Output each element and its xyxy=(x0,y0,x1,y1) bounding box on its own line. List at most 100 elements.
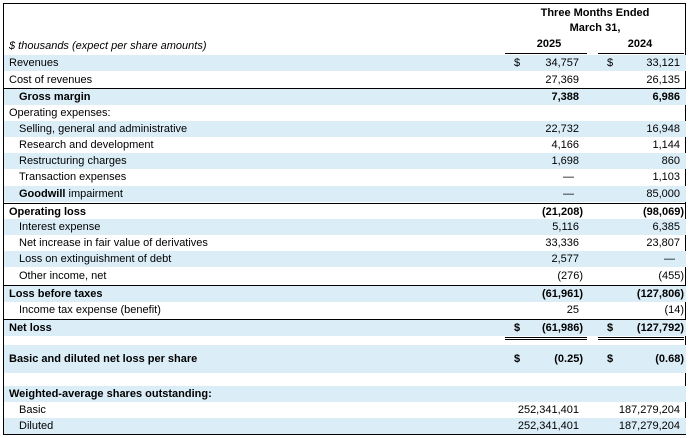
row-research-development: Research and development 4,166 1,144 xyxy=(4,137,686,153)
value-2024: 1,103 xyxy=(652,171,680,183)
unit-note: $ thousands (expect per share amounts) xyxy=(9,40,207,52)
value-2024: (98,069) xyxy=(643,206,684,218)
row-label: Research and development xyxy=(19,139,154,151)
value-2024: 187,279,204 xyxy=(618,404,680,416)
value-2024: 1,144 xyxy=(652,139,680,151)
diluted-double-rule-2025 xyxy=(505,434,587,435)
row-cost-of-revenues: Cost of revenues 27,369 26,135 xyxy=(4,72,686,88)
value-2025: 34,757 xyxy=(545,57,579,69)
row-other-income: Other income, net (276) (455) xyxy=(4,268,686,284)
row-label: Cost of revenues xyxy=(9,74,93,86)
value-2025: 4,166 xyxy=(551,139,579,151)
row-label: Income tax expense (benefit) xyxy=(19,304,161,316)
row-label: Revenues xyxy=(9,57,59,69)
value-2024: 23,807 xyxy=(646,237,680,249)
row-transaction-expenses: Transaction expenses — 1,103 xyxy=(4,169,686,185)
net-loss-double-rule-2024-b xyxy=(598,339,684,340)
row-label: Restructuring charges xyxy=(19,155,127,167)
row-label: Interest expense xyxy=(19,221,101,233)
value-2025: — xyxy=(563,188,574,200)
row-net-loss-per-share: Basic and diluted net loss per share $ (… xyxy=(4,345,686,373)
row-label: Basic xyxy=(19,404,46,416)
row-loss-extinguishment-debt: Loss on extinguishment of debt 2,577 — xyxy=(4,251,686,267)
row-shares-diluted: Diluted 252,341,401 187,279,204 xyxy=(4,418,686,434)
currency-sign: $ xyxy=(514,57,521,69)
currency-sign: $ xyxy=(514,322,521,334)
row-weighted-average-heading: Weighted-average shares outstanding: xyxy=(4,386,686,402)
col-rule-2024 xyxy=(598,53,684,54)
value-2024: — xyxy=(664,253,675,265)
value-2024: 85,000 xyxy=(646,188,680,200)
row-label: Loss on extinguishment of debt xyxy=(19,253,172,265)
value-2024: 33,121 xyxy=(646,57,680,69)
value-2025: 7,388 xyxy=(551,91,579,103)
col-header-2025: 2025 xyxy=(536,38,562,50)
row-label-rest: impairment xyxy=(65,188,123,200)
row-label: Weighted-average shares outstanding: xyxy=(9,388,212,400)
value-2025: 25 xyxy=(566,304,579,316)
value-2025: (276) xyxy=(557,270,583,282)
value-2024: (127,806) xyxy=(636,288,684,300)
row-label-bold: Goodwill xyxy=(19,188,66,200)
row-income-tax: Income tax expense (benefit) 25 (14) xyxy=(4,302,686,318)
value-2024: 6,986 xyxy=(652,91,680,103)
net-loss-double-rule-2025-b xyxy=(505,339,587,340)
row-label: Net loss xyxy=(9,322,52,334)
value-2025: 22,732 xyxy=(545,123,579,135)
row-fair-value-derivatives: Net increase in fair value of derivative… xyxy=(4,235,686,251)
row-gross-margin: Gross margin 7,388 6,986 xyxy=(4,88,686,105)
value-2024: 6,385 xyxy=(652,221,680,233)
value-2025: 33,336 xyxy=(545,237,579,249)
value-2025: 252,341,401 xyxy=(517,404,579,416)
row-label: Gross margin xyxy=(19,91,91,103)
value-2024: (455) xyxy=(658,270,684,282)
row-restructuring: Restructuring charges 1,698 860 xyxy=(4,153,686,169)
value-2025: (0.25) xyxy=(554,353,583,365)
row-sga: Selling, general and administrative 22,7… xyxy=(4,121,686,137)
value-2024: 860 xyxy=(661,155,680,167)
row-loss-before-taxes: Loss before taxes (61,961) (127,806) xyxy=(4,285,686,302)
value-2025: 252,341,401 xyxy=(517,420,579,432)
value-2025: (21,208) xyxy=(542,206,583,218)
net-loss-double-rule-2024 xyxy=(598,337,684,338)
value-2024: (14) xyxy=(664,304,684,316)
period-heading: Three Months Ended xyxy=(540,7,650,19)
value-2025: 27,369 xyxy=(545,74,579,86)
value-2025: (61,986) xyxy=(542,322,583,334)
value-2025: — xyxy=(563,171,574,183)
row-label: Other income, net xyxy=(19,270,107,282)
value-2025: (61,961) xyxy=(542,288,583,300)
col-rule-2025 xyxy=(505,53,587,54)
col-header-2024: 2024 xyxy=(627,38,653,50)
row-label: Operating loss xyxy=(9,206,87,218)
currency-sign: $ xyxy=(607,322,614,334)
row-label: Selling, general and administrative xyxy=(19,123,188,135)
diluted-double-rule-2024 xyxy=(598,434,684,435)
row-interest-expense: Interest expense 5,116 6,385 xyxy=(4,219,686,235)
value-2024: 26,135 xyxy=(646,74,680,86)
row-label: Loss before taxes xyxy=(9,288,103,300)
net-loss-double-rule-2025 xyxy=(505,337,587,338)
value-2025: 1,698 xyxy=(551,155,579,167)
row-net-loss: Net loss $ (61,986) $ (127,792) xyxy=(4,319,686,336)
row-label: Operating expenses: xyxy=(9,107,111,119)
currency-sign: $ xyxy=(607,57,614,69)
row-goodwill-impairment: Goodwill impairment — 85,000 xyxy=(4,186,686,202)
row-label: Net increase in fair value of derivative… xyxy=(19,237,208,249)
row-operating-expenses-heading: Operating expenses: xyxy=(4,105,686,121)
row-operating-loss: Operating loss (21,208) (98,069) xyxy=(4,203,686,220)
row-label: Goodwill impairment xyxy=(19,186,123,202)
currency-sign: $ xyxy=(514,353,521,365)
row-revenues: Revenues $ 34,757 $ 33,121 xyxy=(4,55,686,71)
value-2024: 16,948 xyxy=(646,123,680,135)
currency-sign: $ xyxy=(607,353,614,365)
value-2024: 187,279,204 xyxy=(618,420,680,432)
value-2024: (127,792) xyxy=(636,322,684,334)
period-date: March 31, xyxy=(569,22,621,34)
value-2024: (0.68) xyxy=(655,353,684,365)
row-label: Basic and diluted net loss per share xyxy=(9,353,198,365)
row-shares-basic: Basic 252,341,401 187,279,204 xyxy=(4,402,686,418)
row-label: Transaction expenses xyxy=(19,171,127,183)
value-2025: 5,116 xyxy=(552,221,579,233)
row-label: Diluted xyxy=(19,420,54,432)
